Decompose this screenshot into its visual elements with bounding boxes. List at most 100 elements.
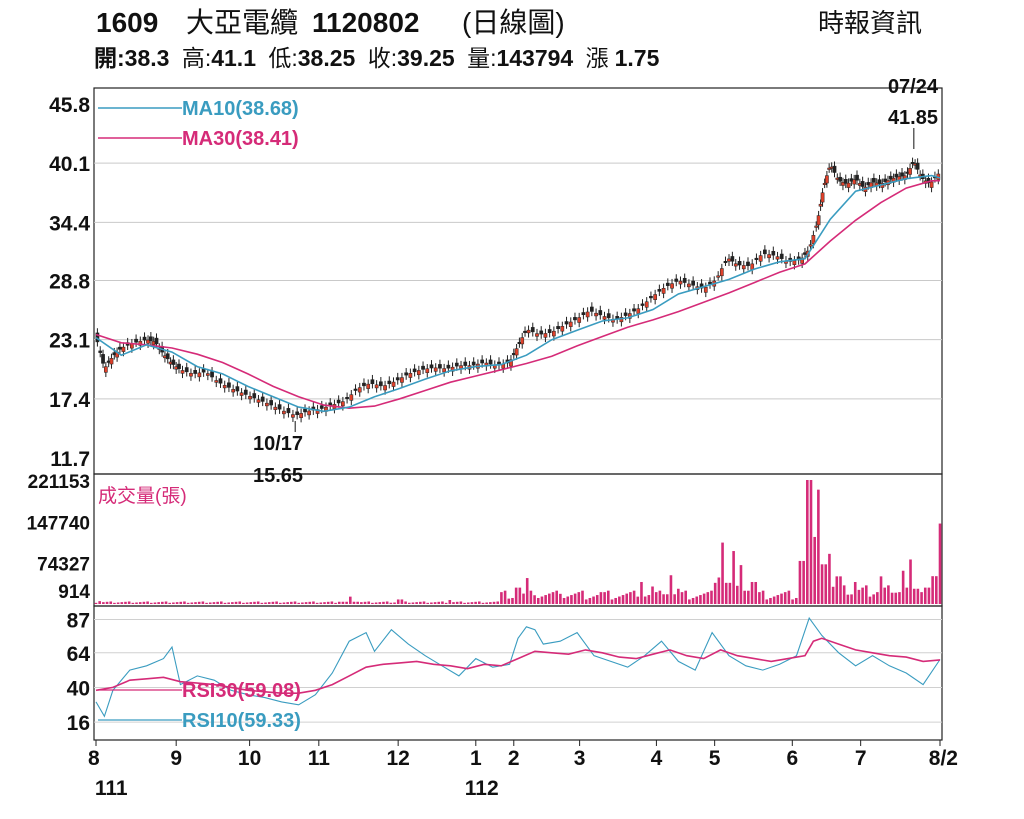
close-value: 39.25 [397, 45, 455, 71]
volume-bars [94, 480, 942, 604]
volume-bar [584, 599, 588, 604]
candle-body [846, 182, 851, 188]
candle-body [860, 181, 865, 187]
volume-bar [312, 601, 315, 604]
volume-bar [437, 601, 441, 604]
x-month-label: 1 [470, 747, 482, 770]
volume-bar [94, 602, 98, 604]
volume-bar [853, 581, 857, 604]
price-tick-label: 11.7 [50, 448, 90, 471]
volume-bar [887, 585, 890, 604]
rsi-legend: RSI30(59.08) RSI10(59.33) [98, 680, 301, 732]
price-tick-label: 40.1 [49, 153, 90, 176]
volume-bar [131, 602, 135, 604]
candle-body [816, 215, 821, 226]
high-value: 41.1 [211, 45, 256, 71]
volume-bar [662, 594, 665, 604]
candle-body [832, 165, 837, 173]
chart-kind: (日線圖) [462, 7, 565, 38]
volume-bar [433, 602, 437, 604]
volume-bar [536, 597, 540, 604]
volume-bar [677, 588, 680, 604]
candle-body [295, 411, 300, 415]
x-year-label: 112 [465, 777, 499, 800]
volume-bar [905, 587, 909, 604]
volume-bar [931, 576, 934, 604]
volume-bar [876, 592, 879, 604]
volume-bar [835, 576, 839, 604]
candle-body [357, 387, 362, 393]
candle-body [400, 377, 404, 383]
candle-body [841, 182, 845, 186]
x-month-label: 12 [386, 747, 409, 770]
volume-bar [691, 597, 695, 604]
candle-body [560, 326, 565, 332]
volume-bar [595, 595, 599, 604]
candle-body [387, 380, 392, 385]
volume-bar [916, 588, 920, 604]
volume-bar [842, 585, 846, 604]
candle-body [303, 408, 307, 413]
candle-body [670, 283, 674, 289]
volume-bar [231, 602, 234, 604]
price-y-ticks: 45.8 40.1 34.4 28.8 23.1 17.4 11.7 [49, 94, 90, 471]
volume-value: 143794 [496, 45, 573, 71]
candle-body [877, 179, 882, 184]
volume-bar [426, 602, 430, 604]
candle-body [454, 362, 459, 367]
volume-bar [938, 523, 942, 604]
volume-bar [168, 602, 172, 604]
volume-bar [452, 602, 455, 604]
volume-bar [371, 602, 374, 604]
candle-body [103, 366, 108, 373]
volume-bar [267, 602, 271, 604]
candle-body [838, 176, 842, 182]
candle-body [661, 288, 666, 294]
volume-bar [234, 601, 238, 604]
volume-bar [360, 602, 363, 604]
volume-bar [216, 601, 219, 604]
candle-body [177, 363, 181, 369]
candle-body [154, 337, 159, 345]
candle-body [353, 388, 358, 391]
volume-bar [787, 590, 791, 604]
volume-bar [419, 601, 422, 604]
candle-body [189, 372, 193, 377]
legend-label: MA10(38.68) [182, 98, 299, 120]
candle-body [564, 321, 569, 325]
volume-bar [824, 564, 828, 604]
volume-bar [706, 592, 710, 604]
volume-bar [901, 570, 905, 604]
volume-bar [463, 602, 466, 604]
volume-bar [806, 480, 809, 604]
volume-bar [220, 601, 223, 604]
volume-bar [817, 489, 820, 604]
candle-body [719, 268, 724, 277]
volume-bar [920, 592, 923, 604]
volume-bar [680, 592, 684, 604]
candle-body [95, 332, 100, 343]
volume-bar [349, 596, 352, 604]
volume-bar [658, 590, 662, 604]
volume-bar [179, 601, 183, 604]
volume-bar [846, 594, 850, 604]
volume-bar [430, 602, 433, 604]
legend-label: MA30(38.41) [182, 128, 299, 150]
candle-body [800, 257, 804, 264]
volume-bar [592, 596, 595, 604]
volume-bar [341, 601, 345, 604]
volume-bar [282, 602, 286, 604]
volume-bar [879, 576, 883, 604]
candle-body [792, 260, 797, 265]
candle-body [730, 256, 735, 262]
candle-body [319, 405, 324, 409]
volume-bar [717, 577, 721, 604]
candle-body [820, 192, 825, 203]
volume-bar [308, 601, 312, 604]
volume-label: 量: [467, 45, 496, 71]
volume-bar [739, 565, 743, 604]
volume-bar [581, 590, 584, 604]
candle-body [908, 168, 912, 175]
candle-body [737, 261, 742, 266]
volume-bar [540, 596, 544, 604]
